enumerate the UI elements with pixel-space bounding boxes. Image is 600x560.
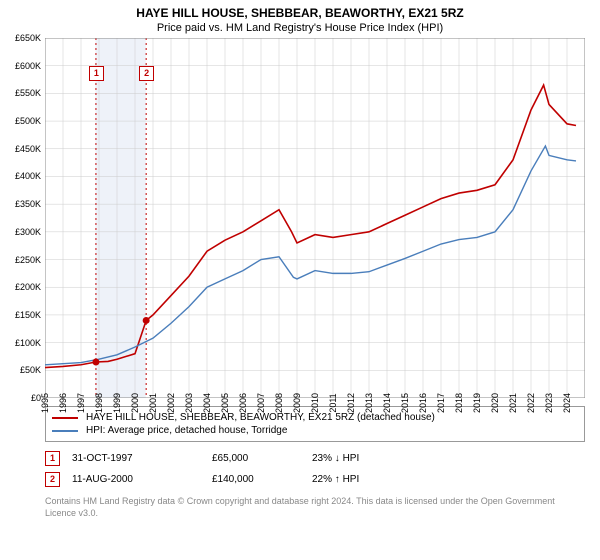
x-tick-label: 2006 xyxy=(238,393,248,413)
chart-subtitle: Price paid vs. HM Land Registry's House … xyxy=(0,20,600,38)
sale-pct: 23% ↓ HPI xyxy=(312,453,412,464)
x-tick-label: 2024 xyxy=(562,393,572,413)
x-tick-label: 2023 xyxy=(544,393,554,413)
y-tick-label: £500K xyxy=(15,116,41,126)
y-tick-label: £50K xyxy=(20,365,41,375)
sales-table: 1 31-OCT-1997£65,00023% ↓ HPI 2 11-AUG-2000… xyxy=(45,448,585,490)
x-tick-label: 1996 xyxy=(58,393,68,413)
y-tick-label: £600K xyxy=(15,61,41,71)
legend-label: HAYE HILL HOUSE, SHEBBEAR, BEAWORTHY, EX… xyxy=(86,412,435,423)
x-tick-label: 2008 xyxy=(274,393,284,413)
chart-marker: 2 xyxy=(139,66,154,81)
x-tick-label: 1997 xyxy=(76,393,86,413)
x-tick-label: 2005 xyxy=(220,393,230,413)
x-tick-label: 2014 xyxy=(382,393,392,413)
sale-date: 31-OCT-1997 xyxy=(72,453,212,464)
x-tick-label: 2007 xyxy=(256,393,266,413)
x-tick-label: 1999 xyxy=(112,393,122,413)
y-tick-label: £200K xyxy=(15,282,41,292)
y-tick-label: £650K xyxy=(15,33,41,43)
x-tick-label: 2012 xyxy=(346,393,356,413)
x-tick-label: 1995 xyxy=(40,393,50,413)
sale-price: £140,000 xyxy=(212,474,312,485)
x-tick-label: 2004 xyxy=(202,393,212,413)
sale-row: 1 31-OCT-1997£65,00023% ↓ HPI xyxy=(45,448,585,469)
x-tick-label: 2019 xyxy=(472,393,482,413)
x-tick-label: 2000 xyxy=(130,393,140,413)
x-tick-label: 2009 xyxy=(292,393,302,413)
sale-marker: 1 xyxy=(45,451,60,466)
chart-svg xyxy=(45,38,585,398)
y-tick-label: £150K xyxy=(15,310,41,320)
chart-title: HAYE HILL HOUSE, SHEBBEAR, BEAWORTHY, EX… xyxy=(0,0,600,20)
x-tick-label: 2021 xyxy=(508,393,518,413)
x-tick-label: 2001 xyxy=(148,393,158,413)
sale-marker: 2 xyxy=(45,472,60,487)
x-tick-label: 1998 xyxy=(94,393,104,413)
x-tick-label: 2020 xyxy=(490,393,500,413)
chart-marker: 1 xyxy=(89,66,104,81)
sale-date: 11-AUG-2000 xyxy=(72,474,212,485)
x-tick-label: 2018 xyxy=(454,393,464,413)
y-tick-label: £450K xyxy=(15,144,41,154)
sale-row: 2 11-AUG-2000£140,00022% ↑ HPI xyxy=(45,469,585,490)
y-tick-label: £250K xyxy=(15,255,41,265)
chart-plot-area: 12£0£50K£100K£150K£200K£250K£300K£350K£4… xyxy=(45,38,585,398)
x-tick-label: 2010 xyxy=(310,393,320,413)
x-tick-label: 2002 xyxy=(166,393,176,413)
y-tick-label: £300K xyxy=(15,227,41,237)
sale-pct: 22% ↑ HPI xyxy=(312,474,412,485)
x-tick-label: 2003 xyxy=(184,393,194,413)
legend-swatch xyxy=(52,430,78,432)
x-tick-label: 2022 xyxy=(526,393,536,413)
x-tick-label: 2016 xyxy=(418,393,428,413)
legend-swatch xyxy=(52,417,78,419)
y-tick-label: £100K xyxy=(15,338,41,348)
legend-item: HPI: Average price, detached house, Torr… xyxy=(52,424,578,437)
x-tick-label: 2015 xyxy=(400,393,410,413)
legend-label: HPI: Average price, detached house, Torr… xyxy=(86,425,287,436)
x-tick-label: 2011 xyxy=(328,393,338,412)
sale-price: £65,000 xyxy=(212,453,312,464)
x-tick-label: 2013 xyxy=(364,393,374,413)
x-tick-label: 2017 xyxy=(436,393,446,413)
y-tick-label: £550K xyxy=(15,88,41,98)
y-tick-label: £350K xyxy=(15,199,41,209)
y-tick-label: £400K xyxy=(15,171,41,181)
footnote: Contains HM Land Registry data © Crown c… xyxy=(45,496,585,519)
